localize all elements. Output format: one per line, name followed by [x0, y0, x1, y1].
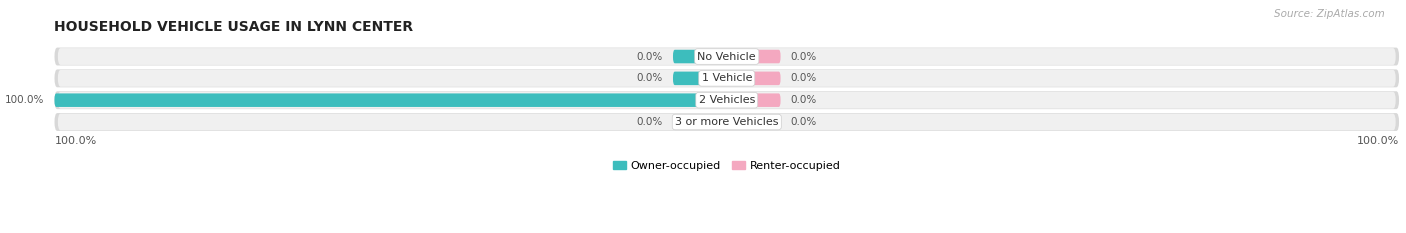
FancyBboxPatch shape: [673, 115, 727, 129]
FancyBboxPatch shape: [727, 50, 780, 63]
Text: 100.0%: 100.0%: [55, 136, 97, 146]
FancyBboxPatch shape: [727, 93, 780, 107]
Legend: Owner-occupied, Renter-occupied: Owner-occupied, Renter-occupied: [609, 156, 845, 175]
Text: 0.0%: 0.0%: [790, 117, 817, 127]
Text: 2 Vehicles: 2 Vehicles: [699, 95, 755, 105]
Text: 0.0%: 0.0%: [790, 51, 817, 62]
FancyBboxPatch shape: [55, 48, 1399, 65]
FancyBboxPatch shape: [673, 50, 727, 63]
FancyBboxPatch shape: [727, 72, 780, 85]
FancyBboxPatch shape: [58, 48, 1396, 65]
Text: 0.0%: 0.0%: [790, 95, 817, 105]
Text: 0.0%: 0.0%: [637, 51, 662, 62]
FancyBboxPatch shape: [58, 92, 1396, 109]
FancyBboxPatch shape: [55, 113, 1399, 131]
FancyBboxPatch shape: [55, 69, 1399, 87]
FancyBboxPatch shape: [58, 70, 1396, 87]
Text: HOUSEHOLD VEHICLE USAGE IN LYNN CENTER: HOUSEHOLD VEHICLE USAGE IN LYNN CENTER: [55, 20, 413, 34]
Text: Source: ZipAtlas.com: Source: ZipAtlas.com: [1274, 9, 1385, 19]
Text: 1 Vehicle: 1 Vehicle: [702, 73, 752, 83]
Text: No Vehicle: No Vehicle: [697, 51, 756, 62]
FancyBboxPatch shape: [727, 115, 780, 129]
FancyBboxPatch shape: [55, 91, 1399, 109]
Text: 100.0%: 100.0%: [6, 95, 45, 105]
Text: 100.0%: 100.0%: [1357, 136, 1399, 146]
FancyBboxPatch shape: [673, 72, 727, 85]
FancyBboxPatch shape: [55, 93, 727, 107]
Text: 0.0%: 0.0%: [790, 73, 817, 83]
Text: 3 or more Vehicles: 3 or more Vehicles: [675, 117, 779, 127]
Text: 0.0%: 0.0%: [637, 73, 662, 83]
Text: 0.0%: 0.0%: [637, 117, 662, 127]
FancyBboxPatch shape: [58, 114, 1396, 130]
